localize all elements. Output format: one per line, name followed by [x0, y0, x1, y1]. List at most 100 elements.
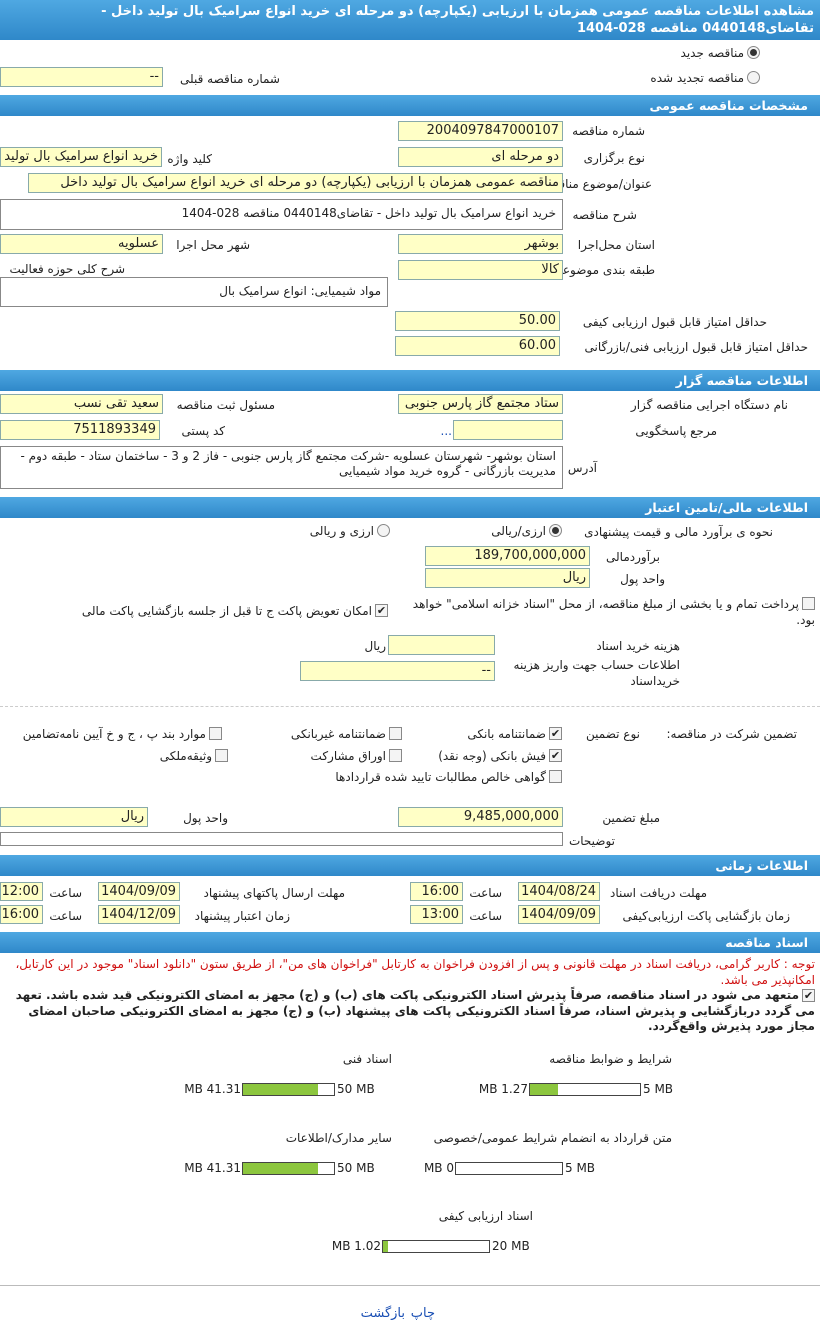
reference-link[interactable]: ...	[440, 424, 452, 438]
progress-bar	[455, 1162, 563, 1175]
progress-fill	[530, 1084, 558, 1095]
checkbox[interactable]: ✔	[802, 989, 815, 1002]
field-label: زمان بازگشایی پاکت ارزیابی‌کیفی	[622, 909, 790, 923]
progress-bar	[242, 1162, 335, 1175]
used-size: 41.31 MB	[184, 1161, 241, 1175]
progress-bar	[382, 1240, 490, 1253]
field-label: مبلغ تضمین	[602, 811, 660, 825]
field-value[interactable]: 60.00	[395, 336, 560, 356]
field-label: امکان تعویض پاکت ج تا قبل از جلسه بازگشا…	[81, 604, 372, 618]
radio-button[interactable]	[549, 524, 562, 537]
field-value[interactable]: مناقصه عمومی همزمان با ارزیابی (یکپارچه)…	[28, 173, 563, 193]
checkbox[interactable]	[209, 727, 222, 740]
field-label: مهلت دریافت اسناد	[609, 886, 707, 900]
field-value[interactable]: ریال	[0, 807, 148, 827]
field-label: ساعت	[469, 886, 502, 900]
field-value[interactable]: 12:00	[0, 882, 43, 901]
field-label: شهر محل اجرا	[176, 238, 250, 252]
field-label: استان محل‌اجرا	[577, 238, 655, 252]
radio-button[interactable]	[747, 46, 760, 59]
field-label: حداقل امتیاز قابل قبول ارزیابی فنی/بازرگ…	[584, 340, 808, 354]
field-value[interactable]: 1404/09/09	[98, 882, 180, 901]
field-label: ارزی/ریالی	[491, 524, 546, 538]
field-label: تضمین شرکت در مناقصه:	[666, 727, 797, 741]
field-label: گواهی خالص مطالبات تایید شده قراردادها	[335, 770, 546, 784]
field-value[interactable]: 16:00	[0, 905, 43, 924]
field-label: مسئول ثبت مناقصه	[176, 398, 275, 412]
field-value[interactable]: سعید تقی نسب	[0, 394, 163, 414]
section-header: اطلاعات مناقصه گزار	[0, 370, 820, 391]
field-label: شماره مناقصه قبلی	[180, 72, 280, 86]
field-value[interactable]	[453, 420, 563, 440]
field-value[interactable]: 1404/12/09	[98, 905, 180, 924]
field-label: متعهد می شود در اسناد مناقصه، صرفاً پذیر…	[15, 988, 815, 1033]
checkbox[interactable]: ✔	[375, 604, 388, 617]
checkbox[interactable]	[802, 597, 815, 610]
field-label: شرح کلی حوزه فعالیت	[9, 262, 126, 276]
checkbox[interactable]	[215, 749, 228, 762]
field-value[interactable]	[388, 635, 495, 655]
field-label: موارد بند پ ، ج و خ آیین نامه‌تضامین	[22, 727, 206, 741]
field-value[interactable]: ریال	[425, 568, 590, 588]
radio-button[interactable]	[747, 71, 760, 84]
field-value[interactable]: 2004097847000107	[398, 121, 563, 141]
field-value: مواد شیمیایی: انواع سرامیک بال	[0, 277, 388, 307]
field-label: اطلاعات حساب جهت واریز هزینه خریداسناد	[513, 658, 680, 688]
field-label: اوراق مشارکت	[310, 749, 386, 763]
progress-fill	[383, 1241, 389, 1252]
field-label: مناقصه تجدید شده	[650, 71, 744, 85]
header-bar	[0, 0, 820, 40]
footer-link[interactable]: بازگشت	[360, 1306, 405, 1321]
section-header: مشخصات مناقصه عمومی	[0, 95, 820, 116]
field-label: هزینه خرید اسناد	[596, 639, 680, 653]
capacity: 50 MB	[337, 1082, 375, 1096]
field-label: ریال	[364, 639, 386, 653]
field-label: زمان اعتبار پیشنهاد	[194, 909, 290, 923]
field-label: سایر مدارک/اطلاعات	[285, 1131, 392, 1145]
field-label: توضیحات	[568, 834, 615, 848]
field-label: نام دستگاه اجرایی مناقصه گزار	[630, 398, 788, 412]
field-value[interactable]: 189,700,000,000	[425, 546, 590, 566]
radio-button[interactable]	[377, 524, 390, 537]
field-label: نوع برگزاری	[583, 151, 645, 165]
field-value[interactable]: بوشهر	[398, 234, 563, 254]
field-label: ضمانتنامه بانکی	[467, 727, 546, 741]
field-value[interactable]: --	[0, 67, 163, 87]
footer-line	[0, 1285, 820, 1286]
progress-bar	[242, 1083, 335, 1096]
checkbox[interactable]: ✔	[549, 727, 562, 740]
field-value[interactable]: 1404/08/24	[518, 882, 600, 901]
field-label: شرح مناقصه	[572, 208, 637, 222]
field-label: شرایط و ضوابط مناقصه	[549, 1052, 672, 1066]
notice: توجه : کاربر گرامی، دریافت اسناد در مهلت…	[15, 957, 815, 987]
used-size: 0 MB	[423, 1161, 454, 1175]
field-label: مرجع پاسخگویی	[635, 424, 717, 438]
field-value[interactable]: کالا	[398, 260, 563, 280]
field-label: برآوردمالی	[606, 550, 660, 564]
field-value[interactable]: 13:00	[410, 905, 463, 924]
footer-link[interactable]: چاپ	[410, 1306, 435, 1321]
field-value[interactable]: خرید انواع سرامیک بال تولید	[0, 147, 162, 167]
field-value	[0, 832, 563, 846]
field-value[interactable]: 9,485,000,000	[398, 807, 563, 827]
separator	[0, 706, 820, 707]
field-value[interactable]: 50.00	[395, 311, 560, 331]
capacity: 5 MB	[643, 1082, 674, 1096]
field-label: مهلت ارسال پاکتهای پیشنهاد	[203, 886, 345, 900]
checkbox[interactable]	[549, 770, 562, 783]
field-value[interactable]: 1404/09/09	[518, 905, 600, 924]
field-value[interactable]: دو مرحله ای	[398, 147, 563, 167]
checkbox[interactable]	[389, 727, 402, 740]
field-value[interactable]: 7511893349	[0, 420, 160, 440]
field-value[interactable]: --	[300, 661, 495, 681]
field-label: مناقصه جدید	[680, 46, 744, 60]
field-label: طبقه بندی موضوعی	[552, 263, 655, 277]
field-value[interactable]: ستاد مجتمع گاز پارس جنوبی	[398, 394, 563, 414]
field-value[interactable]: عسلویه	[0, 234, 163, 254]
field-value[interactable]: 16:00	[410, 882, 463, 901]
field-label: فیش بانکی (وجه نقد)	[438, 749, 546, 763]
checkbox[interactable]: ✔	[549, 749, 562, 762]
field-label: حداقل امتیاز قابل قبول ارزیابی کیفی	[582, 315, 767, 329]
checkbox[interactable]	[389, 749, 402, 762]
